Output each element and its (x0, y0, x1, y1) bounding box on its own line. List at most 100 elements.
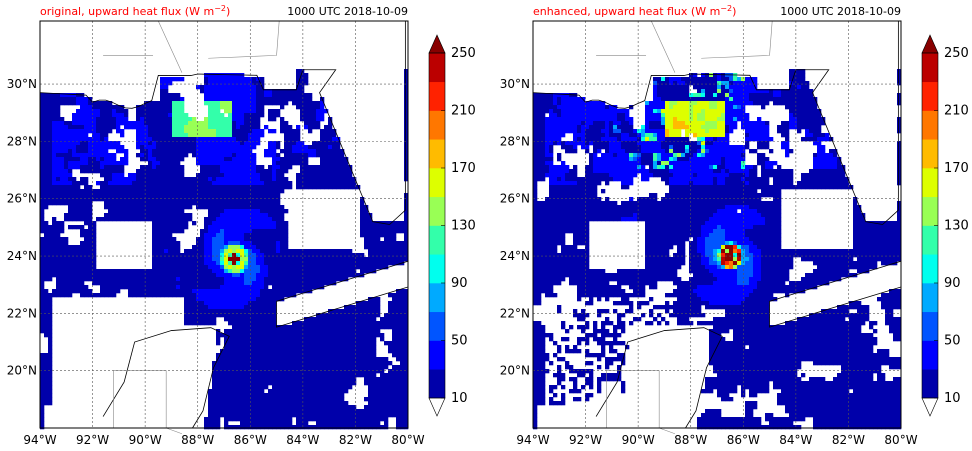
flux-cell (124, 177, 129, 182)
flux-cell (88, 129, 93, 134)
flux-cell (256, 237, 261, 242)
flux-cell (376, 233, 381, 238)
flux-cell (156, 269, 161, 274)
flux-cell (68, 257, 73, 262)
flux-cell (292, 425, 297, 430)
flux-cell (276, 385, 281, 390)
flux-cell (344, 373, 349, 378)
flux-cell (256, 385, 261, 390)
flux-cell (360, 301, 365, 306)
flux-cell (272, 261, 277, 266)
flux-cell (164, 133, 169, 138)
flux-cell (44, 117, 49, 122)
flux-cell (228, 165, 233, 170)
flux-cell (228, 393, 233, 398)
flux-cell (40, 177, 45, 182)
flux-cell (124, 181, 129, 186)
flux-cell (252, 169, 257, 174)
flux-cell (248, 137, 253, 142)
flux-cell (288, 149, 293, 154)
flux-cell (164, 85, 169, 90)
flux-cell (356, 301, 361, 306)
flux-cell (360, 229, 365, 234)
flux-cell (228, 245, 233, 250)
flux-cell (396, 313, 401, 318)
flux-cell (268, 361, 273, 366)
flux-cell (224, 237, 229, 242)
flux-cell (372, 385, 377, 390)
flux-cell (248, 221, 253, 226)
flux-cell (324, 281, 329, 286)
flux-cell (252, 157, 257, 162)
flux-cell (228, 157, 233, 162)
flux-cell (280, 229, 285, 234)
flux-cell (112, 289, 117, 294)
flux-cell (204, 165, 209, 170)
panel-title-left: enhanced, upward heat flux (W m−2) (533, 4, 736, 18)
flux-cell (300, 141, 305, 146)
flux-cell (40, 205, 45, 210)
flux-cell (356, 369, 361, 374)
flux-cell (116, 113, 121, 118)
flux-cell (224, 101, 229, 106)
flux-cell (316, 317, 321, 322)
flux-cell (240, 193, 245, 198)
flux-cell (272, 173, 277, 178)
flux-cell (228, 281, 233, 286)
flux-cell (316, 421, 321, 426)
flux-cell (224, 401, 229, 406)
flux-cell (404, 81, 409, 86)
flux-cell (228, 217, 233, 222)
flux-cell (76, 145, 81, 150)
flux-cell (404, 257, 409, 262)
flux-cell (108, 177, 113, 182)
flux-cell (200, 277, 205, 282)
flux-cell (360, 365, 365, 370)
flux-cell (368, 341, 373, 346)
flux-cell (44, 189, 49, 194)
flux-cell (56, 285, 61, 290)
flux-cell (268, 245, 273, 250)
flux-cell (196, 173, 201, 178)
flux-cell (40, 393, 45, 398)
flux-cell (240, 245, 245, 250)
flux-cell (64, 145, 69, 150)
flux-cell (364, 217, 369, 222)
flux-cell (72, 153, 77, 158)
flux-cell (208, 293, 213, 298)
flux-cell (296, 361, 301, 366)
flux-cell (232, 381, 237, 386)
flux-cell (384, 341, 389, 346)
flux-cell (348, 365, 353, 370)
flux-cell (56, 177, 61, 182)
flux-cell (156, 273, 161, 278)
flux-cell (180, 197, 185, 202)
flux-cell (308, 185, 313, 190)
flux-cell (308, 165, 313, 170)
flux-cell (100, 277, 105, 282)
flux-cell (80, 137, 85, 142)
flux-cell (296, 377, 301, 382)
flux-cell (384, 413, 389, 418)
flux-cell (252, 289, 257, 294)
flux-cell (208, 237, 213, 242)
flux-cell (184, 317, 189, 322)
flux-cell (288, 377, 293, 382)
flux-cell (168, 221, 173, 226)
flux-cell (260, 381, 265, 386)
flux-cell (897, 69, 902, 74)
flux-cell (364, 229, 369, 234)
flux-cell (404, 301, 409, 306)
flux-cell (272, 161, 277, 166)
flux-cell (392, 329, 397, 334)
flux-cell (308, 281, 313, 286)
flux-cell (328, 169, 333, 174)
flux-cell (216, 353, 221, 358)
flux-cell (280, 253, 285, 258)
flux-cell (264, 381, 269, 386)
flux-cell (244, 181, 249, 186)
flux-cell (236, 177, 241, 182)
flux-cell (264, 173, 269, 178)
flux-cell (204, 241, 209, 246)
flux-cell (108, 109, 113, 114)
